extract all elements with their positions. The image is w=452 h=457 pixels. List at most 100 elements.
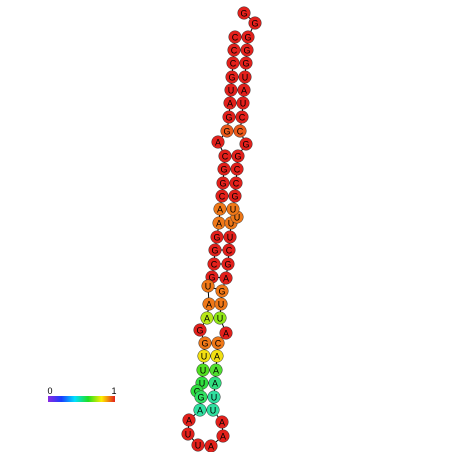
nucleotide-label: A <box>212 379 218 389</box>
nucleotide: U <box>192 439 205 452</box>
nucleotide-label: A <box>216 219 222 229</box>
nucleotide: G <box>194 324 207 337</box>
legend-min: 0 <box>47 386 52 396</box>
nucleotide: G <box>238 7 251 20</box>
legend-max: 1 <box>111 386 116 396</box>
nucleotide-label: G <box>242 59 249 69</box>
nucleotide: G <box>211 231 224 244</box>
nucleotide-label: U <box>240 99 247 109</box>
nucleotide: U <box>215 298 228 311</box>
nucleotide: G <box>195 391 208 404</box>
nucleotide-label: A <box>219 418 225 428</box>
nucleotide: A <box>217 430 230 443</box>
nucleotide: A <box>220 327 233 340</box>
nucleotide: G <box>226 71 239 84</box>
nucleotide: G <box>249 17 262 30</box>
nucleotide: A <box>183 414 196 427</box>
nucleotide: G <box>222 258 235 271</box>
nucleotide-label: U <box>227 233 234 243</box>
nucleotide-label: U <box>217 314 224 324</box>
nucleotide-label: U <box>211 393 218 403</box>
nucleotide: A <box>220 272 233 285</box>
nucleotide-label: C <box>219 192 226 202</box>
nucleotide-label: U <box>228 86 235 96</box>
legend-bar <box>48 396 115 402</box>
nucleotide: G <box>240 57 253 70</box>
nucleotide-label: U <box>200 366 207 376</box>
nucleotide: A <box>205 440 218 452</box>
nucleotide-label: C <box>239 113 246 123</box>
nucleotide: U <box>202 280 215 293</box>
nucleotide: A <box>212 136 225 149</box>
nucleotide-label: G <box>251 19 258 29</box>
nucleotide: U <box>225 84 238 97</box>
nucleotide: G <box>209 244 222 257</box>
nucleotide-label: C <box>230 59 237 69</box>
nucleotide: C <box>236 111 249 124</box>
nucleotide-label: G <box>196 326 203 336</box>
nucleotide-label: A <box>223 329 229 339</box>
nucleotide: G <box>242 31 255 44</box>
nucleotide: C <box>208 258 221 271</box>
nucleotide-label: G <box>213 233 220 243</box>
nucleotide: A <box>201 312 214 325</box>
nucleotide: G <box>218 163 231 176</box>
nucleotide-label: A <box>217 205 223 215</box>
nucleotide: A <box>194 404 207 417</box>
nucleotide-label: A <box>215 138 221 148</box>
nucleotide-label: A <box>197 406 203 416</box>
nucleotide-label: A <box>204 314 210 324</box>
nucleotide-label: U <box>195 441 202 451</box>
nucleotide-label: A <box>227 99 233 109</box>
nucleotide: C <box>230 177 243 190</box>
nucleotide-label: A <box>241 86 247 96</box>
nucleotide-label: A <box>213 366 219 376</box>
nucleotide: U <box>239 71 252 84</box>
nucleotide: C <box>231 163 244 176</box>
nucleotide-label: G <box>211 246 218 256</box>
nucleotide-label: C <box>211 260 218 270</box>
nucleotide-label: U <box>201 352 208 362</box>
nucleotide: G <box>240 138 253 151</box>
nucleotide: C <box>227 57 240 70</box>
nucleotide-label: G <box>240 9 247 19</box>
nucleotide-label: G <box>219 179 226 189</box>
nucleotide-label: A <box>220 432 226 442</box>
nucleotide: C <box>223 244 236 257</box>
nucleotide: G <box>217 177 230 190</box>
nucleotide: U <box>198 350 211 363</box>
nucleotide: C <box>234 125 247 138</box>
nucleotide-label: C <box>232 33 239 43</box>
nucleotide: G <box>223 111 236 124</box>
nucleotide-label: C <box>226 246 233 256</box>
nucleotide-label: C <box>222 152 229 162</box>
nucleotide-label: U <box>230 205 237 215</box>
nucleotide-label: G <box>244 33 251 43</box>
nucleotide-label: U <box>205 282 212 292</box>
nucleotide-label: G <box>197 393 204 403</box>
nucleotide: A <box>213 217 226 230</box>
nucleotide-label: G <box>228 73 235 83</box>
nucleotide: U <box>197 364 210 377</box>
nucleotide: C <box>216 190 229 203</box>
nucleotide: G <box>199 337 212 350</box>
nucleotide-label: A <box>214 352 220 362</box>
nucleotide: G <box>241 44 254 57</box>
nucleotide-label: U <box>185 430 192 440</box>
nucleotide-label: G <box>234 152 241 162</box>
nucleotide: C <box>229 31 242 44</box>
nucleotide-label: A <box>186 416 192 426</box>
nucleotide: A <box>216 416 229 429</box>
nucleotide-label: U <box>210 406 217 416</box>
nucleotide: A <box>209 377 222 390</box>
nucleotide-label: A <box>208 442 214 452</box>
nucleotide-label: C <box>234 165 241 175</box>
nucleotide: U <box>224 231 237 244</box>
nucleotide: G <box>221 125 234 138</box>
nucleotide-label: A <box>223 274 229 284</box>
nucleotide: U <box>214 312 227 325</box>
nucleotide-label: G <box>220 165 227 175</box>
nucleotide: A <box>224 97 237 110</box>
nucleotide-label: U <box>242 73 249 83</box>
